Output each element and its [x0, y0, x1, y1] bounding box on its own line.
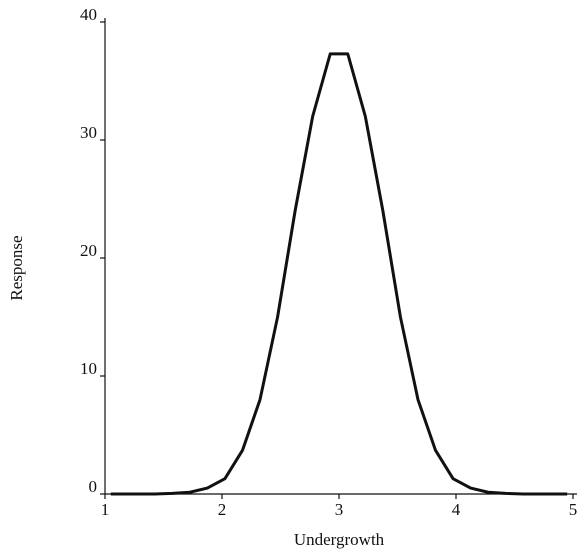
x-tick-label: 2: [218, 500, 227, 519]
x-tick-label: 1: [101, 500, 110, 519]
y-tick-label: 30: [80, 123, 97, 142]
y-axis-title: Response: [7, 235, 26, 300]
y-tick-label: 0: [89, 477, 98, 496]
data-line: [110, 52, 568, 496]
y-tick-label: 10: [80, 359, 97, 378]
x-tick-label: 4: [452, 500, 461, 519]
x-axis-title: Undergrowth: [294, 530, 385, 549]
y-tick-label: 40: [80, 5, 97, 24]
x-tick-label: 3: [335, 500, 344, 519]
y-tick-label: 20: [80, 241, 97, 260]
x-tick-label: 5: [569, 500, 578, 519]
